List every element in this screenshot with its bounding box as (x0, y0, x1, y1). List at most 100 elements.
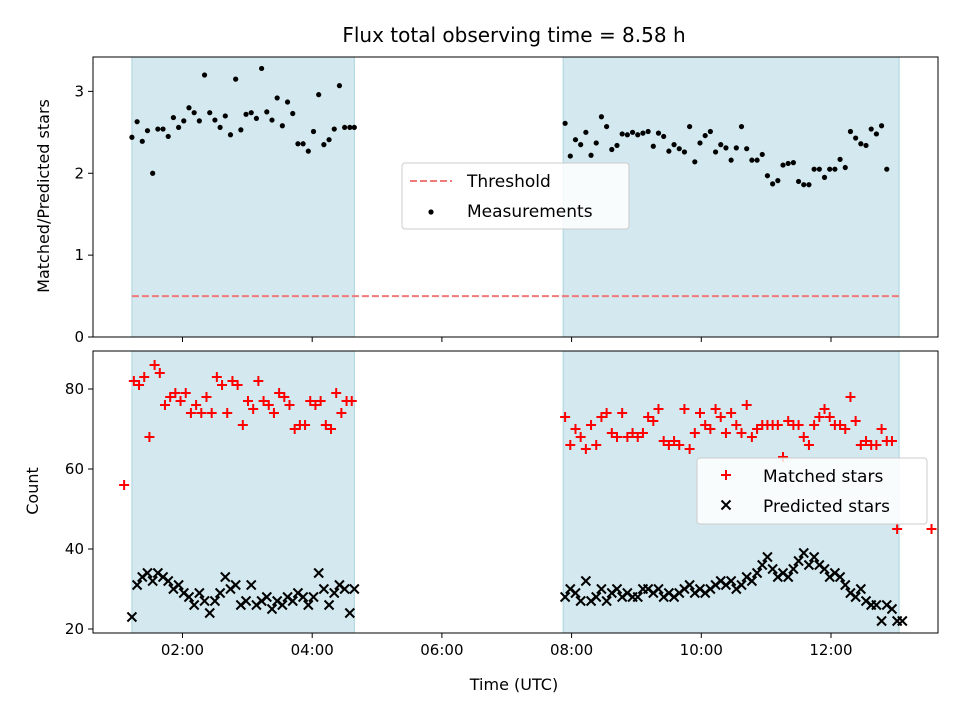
measurement-point (134, 119, 140, 125)
matched-star-point (803, 440, 814, 450)
measurement-point (884, 166, 890, 172)
measurement-point (697, 140, 703, 146)
matched-star-point (606, 428, 617, 438)
matched-star-point (731, 420, 742, 430)
measurement-point (629, 129, 636, 135)
predicted-star-point (230, 579, 241, 591)
measurement-point (253, 115, 260, 122)
matched-star-point (637, 428, 648, 438)
matched-star-point (565, 440, 576, 450)
x-tick-label: 02:00 (161, 641, 204, 659)
predicted-star-point (199, 595, 210, 607)
ratio-ylabel: Matched/Predicted stars (34, 99, 53, 293)
matched-star-point (149, 360, 160, 370)
panel-frame (92, 350, 939, 634)
measurement-point (635, 132, 641, 138)
measurement-point (775, 178, 781, 184)
predicted-star-point (757, 559, 768, 571)
matched-star-point (336, 408, 347, 418)
measurement-point (858, 141, 864, 147)
matched-star-point (601, 408, 612, 418)
observing-window-1 (131, 56, 355, 338)
series-predicted-stars (126, 547, 908, 627)
matched-star-point (580, 444, 591, 454)
measurement-point (217, 124, 223, 131)
matched-star-point (694, 408, 705, 418)
predicted-star-point (611, 583, 623, 595)
matched-star-point (154, 368, 165, 378)
measurement-point (624, 132, 630, 138)
predicted-star-point (194, 587, 205, 599)
measurement-point (160, 126, 166, 132)
measurement-point (811, 166, 817, 172)
measurement-point (661, 133, 667, 140)
predicted-star-point (220, 571, 231, 583)
predicted-star-point (339, 583, 350, 595)
predicted-star-point (209, 595, 221, 607)
predicted-star-point (266, 603, 278, 615)
matched-star-point (840, 424, 851, 434)
matched-star-point (191, 400, 202, 410)
measurement-point (181, 118, 187, 124)
matched-star-point (175, 396, 186, 406)
measurement-point (196, 118, 202, 124)
measurement-point (723, 145, 729, 151)
measurement-point (650, 143, 656, 149)
measurement-point (821, 174, 828, 180)
matched-star-point (196, 408, 207, 418)
measurement-point (604, 123, 610, 130)
measurement-point (827, 166, 833, 172)
measurement-point (790, 160, 796, 166)
measurement-point (201, 72, 208, 78)
matched-star-point (622, 432, 633, 442)
count-legend-box (696, 457, 928, 525)
predicted-star-point (876, 615, 887, 627)
measurement-point (614, 142, 620, 149)
measurement-point (310, 128, 317, 135)
x-axis-label: Time (UTC) (469, 675, 558, 694)
predicted-star-point (803, 559, 815, 571)
matched-star-point (809, 420, 820, 430)
matched-star-point (128, 376, 139, 386)
matched-star-point (798, 432, 809, 442)
matched-star-point (170, 388, 181, 398)
y-tick-label: 2 (74, 164, 84, 182)
matched-star-point (669, 436, 680, 446)
measurement-point (316, 92, 322, 98)
predicted-star-point (261, 591, 273, 603)
matched-star-point (227, 376, 238, 386)
matched-star-point (575, 432, 586, 442)
matched-star-point (653, 404, 664, 414)
predicted-star-point (575, 595, 586, 607)
matched-star-point (835, 420, 846, 430)
matched-star-point (289, 424, 300, 434)
matched-star-point (253, 376, 264, 386)
measurement-point (170, 114, 177, 121)
predicted-star-point (349, 583, 360, 595)
measurement-point (583, 129, 589, 135)
matched-star-point (736, 428, 747, 438)
measurement-point (832, 166, 838, 172)
predicted-star-point (246, 579, 257, 591)
matched-star-point (206, 408, 217, 418)
panel-frame (92, 56, 939, 338)
matched-star-point (741, 400, 752, 410)
measurement-point (129, 134, 135, 140)
measurement-point (139, 138, 145, 144)
matched-star-point (310, 400, 321, 410)
measurement-point (588, 152, 594, 158)
x-tick-label: 10:00 (680, 641, 723, 659)
matched-star-point (139, 372, 150, 382)
matched-star-point (159, 400, 170, 410)
matched-star-point (679, 404, 690, 414)
matched-star-point (700, 420, 711, 430)
measurement-point (873, 131, 879, 137)
measurement-point (165, 133, 171, 140)
predicted-star-point (793, 555, 804, 567)
y-tick-label: 40 (65, 540, 84, 558)
measurement-point (764, 173, 771, 179)
measurement-point (795, 178, 802, 185)
matched-star-point (232, 380, 243, 390)
measurement-point (238, 127, 244, 133)
measurement-point (144, 128, 151, 134)
